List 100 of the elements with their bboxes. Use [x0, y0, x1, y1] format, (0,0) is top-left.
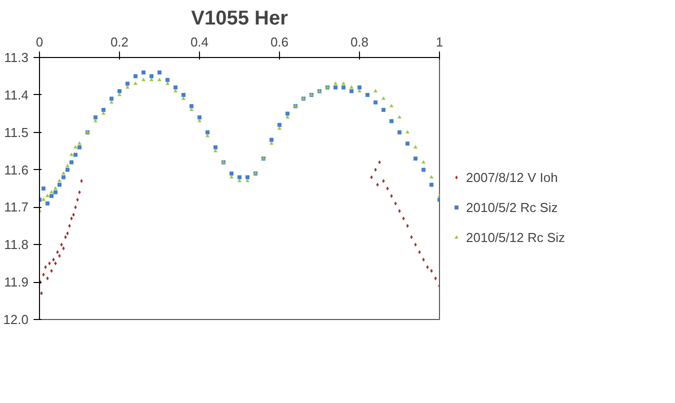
point [390, 119, 394, 124]
y-tick-label: 12.0 [3, 312, 29, 327]
point [286, 115, 290, 119]
point [382, 179, 385, 184]
point [72, 212, 75, 217]
point [44, 265, 47, 270]
point [74, 205, 77, 210]
point [198, 118, 202, 122]
point [238, 178, 242, 182]
point [46, 276, 49, 280]
point [58, 178, 62, 182]
point [110, 96, 114, 101]
point [422, 258, 425, 262]
point [142, 78, 146, 82]
point [406, 130, 410, 134]
point [74, 152, 78, 157]
point [66, 231, 69, 236]
x-tick-label: 1 [436, 34, 444, 50]
point [118, 89, 122, 94]
point [374, 88, 378, 92]
x-tick-label: 0.2 [110, 34, 129, 50]
point [398, 208, 401, 213]
point [376, 182, 379, 187]
point [182, 96, 186, 100]
point [78, 190, 81, 194]
point [374, 100, 378, 104]
point [414, 242, 417, 247]
point [50, 268, 53, 273]
point [246, 175, 250, 180]
point [398, 130, 402, 134]
y-tick-label: 11.4 [4, 87, 29, 102]
point [56, 250, 59, 254]
point [350, 85, 354, 89]
point [118, 92, 122, 96]
x-tick-label: 0.4 [190, 34, 209, 50]
point [70, 216, 73, 220]
point [422, 160, 426, 164]
x-tick-label: 0.8 [350, 34, 369, 50]
point [230, 172, 234, 176]
point [174, 88, 178, 92]
point [46, 201, 50, 206]
point [158, 70, 162, 74]
point [270, 138, 274, 142]
point [50, 190, 54, 194]
point [206, 134, 210, 138]
point [430, 268, 433, 273]
point [62, 175, 66, 180]
point [334, 81, 338, 85]
point [76, 198, 79, 202]
point [54, 261, 57, 266]
point [64, 235, 67, 240]
x-tick-label: 0.6 [270, 34, 289, 50]
point [382, 96, 386, 100]
point [42, 272, 45, 277]
point [58, 182, 62, 187]
point [78, 145, 82, 150]
point [406, 224, 409, 228]
point [166, 81, 170, 85]
point [278, 126, 282, 130]
x-tick-label: 0 [36, 34, 44, 50]
point [110, 100, 114, 104]
point [126, 85, 130, 89]
point [430, 174, 434, 178]
point [406, 142, 410, 146]
point [286, 112, 290, 116]
point [54, 186, 58, 190]
point [54, 190, 58, 194]
point [70, 152, 74, 156]
point [174, 85, 178, 90]
point [278, 122, 282, 127]
point [190, 108, 194, 112]
chart-title: V1055 Her [191, 8, 288, 30]
point [206, 130, 210, 134]
point [134, 74, 138, 78]
point [94, 118, 98, 122]
point [80, 179, 83, 184]
point [430, 182, 434, 187]
point [150, 78, 154, 82]
point [394, 201, 397, 206]
point [246, 178, 250, 182]
point [94, 115, 98, 120]
point [58, 254, 61, 258]
point [398, 115, 402, 119]
point [390, 194, 393, 198]
legend-label: 2010/5/2 Rc Siz [466, 200, 558, 214]
point [418, 250, 421, 254]
point [60, 242, 63, 247]
point [134, 81, 138, 85]
legend-label: 2007/8/12 V Ioh [466, 170, 558, 184]
point [410, 235, 413, 240]
point [142, 70, 146, 74]
point [42, 197, 46, 201]
point [74, 145, 78, 148]
y-tick-label: 11.5 [4, 124, 29, 140]
point [150, 74, 154, 78]
point [414, 145, 418, 148]
point [238, 175, 242, 180]
point [366, 92, 370, 97]
point [48, 261, 51, 266]
point [68, 224, 71, 228]
